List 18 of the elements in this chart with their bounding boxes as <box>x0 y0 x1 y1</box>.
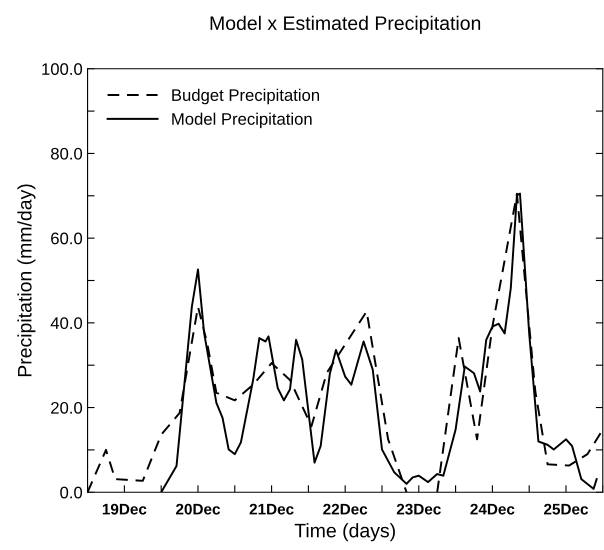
x-tick-label: 24Dec <box>470 504 514 515</box>
x-tick-label: 20Dec <box>176 504 220 515</box>
x-tick-label: 22Dec <box>323 504 368 515</box>
y-tick-label: 0.0 <box>60 486 82 498</box>
x-tick-label: 19Dec <box>102 504 146 515</box>
y-axis-title: Precipitation (mm/day) <box>17 184 36 376</box>
y-tick-label: 20.0 <box>51 402 82 414</box>
legend-label: Budget Precipitation <box>172 88 319 104</box>
x-tick-label: 23Dec <box>396 504 441 515</box>
x-tick-label: 21Dec <box>250 504 294 515</box>
y-tick-label: 80.0 <box>51 148 82 160</box>
y-tick-label: 60.0 <box>51 232 82 244</box>
chart-title: Model x Estimated Precipitation <box>210 16 480 34</box>
x-tick-label: 25Dec <box>544 504 588 515</box>
legend-label: Model Precipitation <box>172 112 312 128</box>
y-tick-label: 40.0 <box>50 317 82 330</box>
y-tick-label: 100.0 <box>42 63 82 75</box>
x-axis-title: Time (days) <box>294 523 395 542</box>
